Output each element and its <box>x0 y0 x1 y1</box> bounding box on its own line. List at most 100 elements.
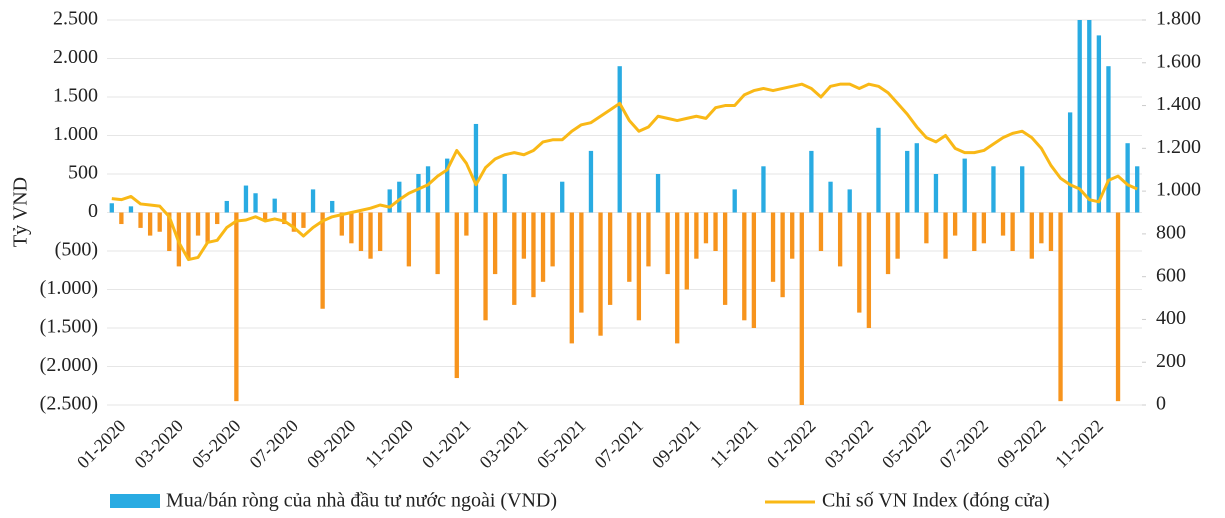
bar <box>330 200 335 213</box>
bar <box>119 212 124 225</box>
bar <box>847 189 852 213</box>
y2-tick-label: 200 <box>1156 350 1186 372</box>
bar <box>627 212 632 282</box>
bar <box>109 203 114 213</box>
x-tick-label: 09-2020 <box>303 416 360 473</box>
bar <box>607 212 613 305</box>
bar <box>445 158 450 213</box>
bar <box>425 166 431 213</box>
y-tick-label: (500) <box>55 239 98 261</box>
bar <box>205 212 210 244</box>
bar <box>1067 112 1073 213</box>
bar <box>186 212 191 259</box>
bar <box>991 166 996 213</box>
bar <box>435 212 440 275</box>
x-tick-label: 05-2022 <box>878 416 935 473</box>
bar <box>588 150 594 213</box>
bar <box>483 212 488 321</box>
bar <box>310 189 316 213</box>
bar <box>1096 35 1102 213</box>
bar <box>262 212 268 221</box>
bar <box>416 174 421 213</box>
x-tick-label: 11-2020 <box>361 416 417 472</box>
x-tick-label: 05-2021 <box>533 416 590 473</box>
x-tick-label: 01-2022 <box>763 416 820 473</box>
bar <box>703 212 709 244</box>
y2-tick-label: 1.000 <box>1156 179 1201 201</box>
bar <box>492 212 498 275</box>
bar <box>1077 20 1082 213</box>
bar <box>301 212 306 228</box>
bar <box>1087 20 1092 213</box>
bar <box>1058 212 1063 402</box>
bar <box>655 174 661 213</box>
bar <box>895 212 900 259</box>
bar <box>722 212 728 305</box>
x-tick-label: 11-2022 <box>1051 416 1107 472</box>
bar <box>837 212 843 267</box>
bar <box>540 212 546 282</box>
bar <box>1039 212 1044 244</box>
bar <box>138 212 143 228</box>
bar <box>272 198 277 213</box>
bar <box>282 212 287 225</box>
bar <box>387 189 392 213</box>
y2-tick-label: 600 <box>1156 264 1186 286</box>
bar <box>952 212 958 236</box>
bar <box>349 212 354 244</box>
bar <box>464 212 469 236</box>
bar <box>790 212 795 259</box>
bar <box>531 212 536 298</box>
x-tick-label: 07-2022 <box>935 416 992 473</box>
y2-tick-label: 1.800 <box>1156 8 1201 30</box>
bar <box>473 123 479 213</box>
bar <box>694 212 699 259</box>
y2-tick-label: 1.600 <box>1156 50 1201 72</box>
bar <box>234 212 239 402</box>
y2-tick-label: 400 <box>1156 307 1186 329</box>
bar <box>684 212 689 290</box>
bar <box>291 212 297 232</box>
bar <box>914 143 919 213</box>
y-tick-label: 2.000 <box>53 46 98 68</box>
bar <box>579 212 584 313</box>
bar <box>818 212 824 251</box>
y-tick-label: (1.000) <box>40 277 98 299</box>
bar <box>799 212 804 405</box>
legend-label: Mua/bán ròng của nhà đầu tư nước ngoài (… <box>166 490 557 512</box>
bar <box>665 212 670 275</box>
bar <box>646 212 651 267</box>
y-tick-label: 0 <box>88 200 98 222</box>
y2-tick-label: 0 <box>1156 393 1166 415</box>
bar <box>243 185 249 213</box>
bar <box>809 150 814 213</box>
bar <box>943 212 948 259</box>
bar <box>406 212 412 267</box>
legend-swatch <box>110 494 160 508</box>
bar <box>636 212 642 321</box>
x-tick-label: 09-2022 <box>993 416 1050 473</box>
bar <box>1115 212 1121 402</box>
bar <box>933 174 939 213</box>
bar <box>742 212 747 321</box>
y-tick-label: 1.500 <box>53 85 98 107</box>
y2-tick-label: 1.400 <box>1156 93 1201 115</box>
bar <box>512 212 517 305</box>
bar <box>713 212 718 251</box>
bar <box>770 212 776 282</box>
bar <box>157 212 162 232</box>
line <box>111 82 1138 262</box>
x-tick-label: 05-2020 <box>188 416 245 473</box>
bar <box>905 150 910 213</box>
bar <box>224 200 229 213</box>
bar <box>1125 143 1130 213</box>
x-tick-label: 01-2021 <box>418 416 475 473</box>
bar <box>732 189 737 213</box>
bar <box>972 212 977 251</box>
bar <box>924 212 929 244</box>
bar <box>195 212 201 236</box>
bar <box>866 212 872 328</box>
bar <box>1135 166 1140 213</box>
bar <box>981 212 987 244</box>
